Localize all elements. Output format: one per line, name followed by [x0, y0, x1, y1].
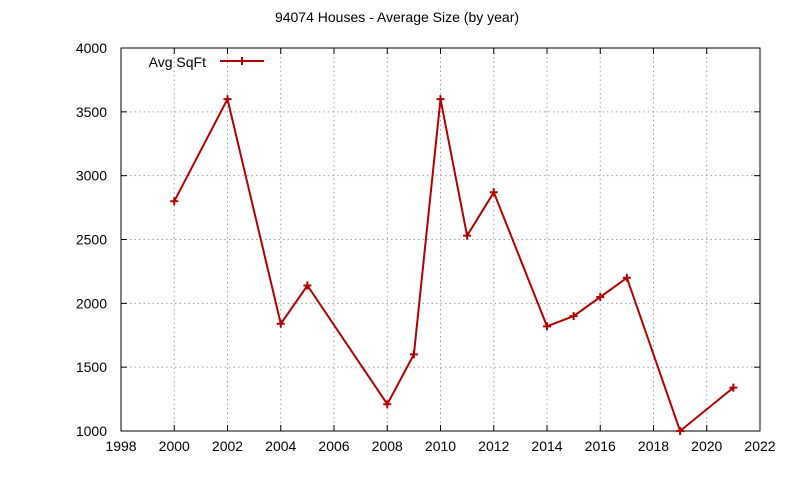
y-tick-label: 3500	[76, 104, 107, 120]
data-point	[276, 319, 285, 328]
x-tick-label: 2004	[265, 438, 296, 454]
data-point	[489, 188, 498, 197]
x-tick-label: 2020	[691, 438, 722, 454]
x-tick-label: 2012	[478, 438, 509, 454]
data-point	[170, 197, 179, 206]
y-tick-label: 1500	[76, 359, 107, 375]
x-tick-label: 2016	[585, 438, 616, 454]
data-point	[676, 427, 685, 435]
series-layer	[170, 95, 738, 435]
data-point	[729, 383, 738, 392]
data-point	[303, 281, 312, 290]
legend-label: Avg SqFt	[149, 54, 206, 70]
data-point	[223, 95, 232, 104]
y-tick-label: 2000	[76, 295, 107, 311]
x-tick-label: 2018	[638, 438, 669, 454]
x-tick-label: 2006	[318, 438, 349, 454]
data-point	[622, 273, 631, 282]
data-point	[383, 400, 392, 409]
ticks: 1998 2000 2002 2004 2006 2008 2010 2012 2014 2016…	[76, 40, 776, 454]
y-tick-label: 4000	[76, 40, 107, 56]
legend: Avg SqFt	[149, 54, 264, 70]
legend-marker	[238, 57, 246, 65]
y-tick-label: 3000	[76, 168, 107, 184]
grid	[121, 48, 760, 431]
series-line	[173, 96, 735, 433]
x-tick-label: 2008	[372, 438, 403, 454]
data-point	[463, 231, 472, 240]
data-point	[543, 322, 551, 331]
data-point	[409, 350, 418, 359]
y-tick-label: 2500	[76, 232, 107, 248]
x-tick-label: 2000	[159, 438, 190, 454]
data-point	[596, 292, 605, 301]
y-tick-label: 1000	[76, 423, 107, 439]
chart-title: 94074 Houses - Average Size (by year)	[275, 9, 519, 25]
data-point	[436, 95, 445, 104]
x-tick-label: 1998	[105, 438, 136, 454]
x-tick-label: 2010	[425, 438, 456, 454]
x-tick-label: 2002	[212, 438, 243, 454]
data-point	[569, 312, 578, 321]
x-tick-label: 2022	[744, 438, 775, 454]
x-tick-label: 2014	[531, 438, 562, 454]
